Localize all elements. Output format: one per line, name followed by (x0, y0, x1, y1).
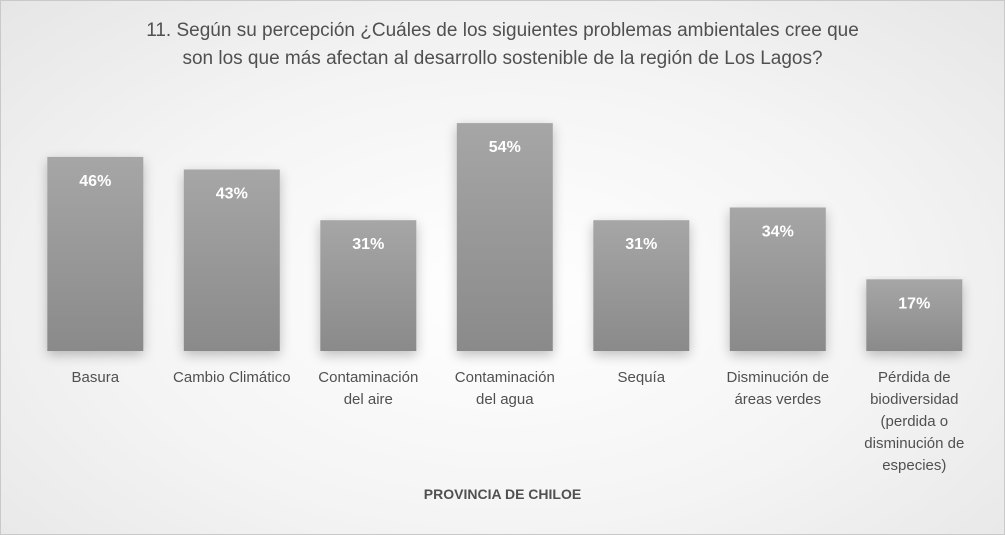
x-tick-label-2: Cambio Climático (173, 369, 291, 386)
bar-2 (183, 169, 280, 351)
x-tick-label-7: Pérdida de biodiversidad (perdida o disminu… (864, 369, 964, 474)
bar-1 (47, 156, 144, 351)
x-axis-title: PROVINCIA DE CHILOE (423, 486, 582, 502)
data-label-6: 34% (762, 224, 794, 241)
x-tick-label-6: Disminución de áreas verdes (727, 369, 830, 408)
chart-title-line-1: 11. Según su percepción ¿Cuáles de los s… (146, 20, 859, 41)
chart-title-line-2: son los que más afectan al desarrollo so… (182, 48, 823, 69)
chart-title: 11. Según su percepción ¿Cuáles de los s… (1, 17, 1004, 73)
data-label-4: 54% (489, 139, 521, 156)
data-label-3: 31% (352, 236, 384, 253)
bar-6 (729, 207, 826, 351)
bar-5 (593, 220, 690, 351)
x-tick-label-5: Sequía (618, 369, 666, 386)
bar-3 (320, 220, 417, 351)
x-tick-label-3: Contaminación del aire (318, 369, 418, 408)
bar-4 (456, 123, 553, 351)
data-label-7: 17% (898, 295, 930, 312)
x-tick-label-1: Basura (72, 369, 120, 386)
bar-7 (866, 279, 963, 351)
data-label-2: 43% (216, 186, 248, 203)
x-tick-label-4: Contaminación del agua (455, 369, 555, 408)
data-label-1: 46% (79, 173, 111, 190)
data-label-5: 31% (625, 236, 657, 253)
